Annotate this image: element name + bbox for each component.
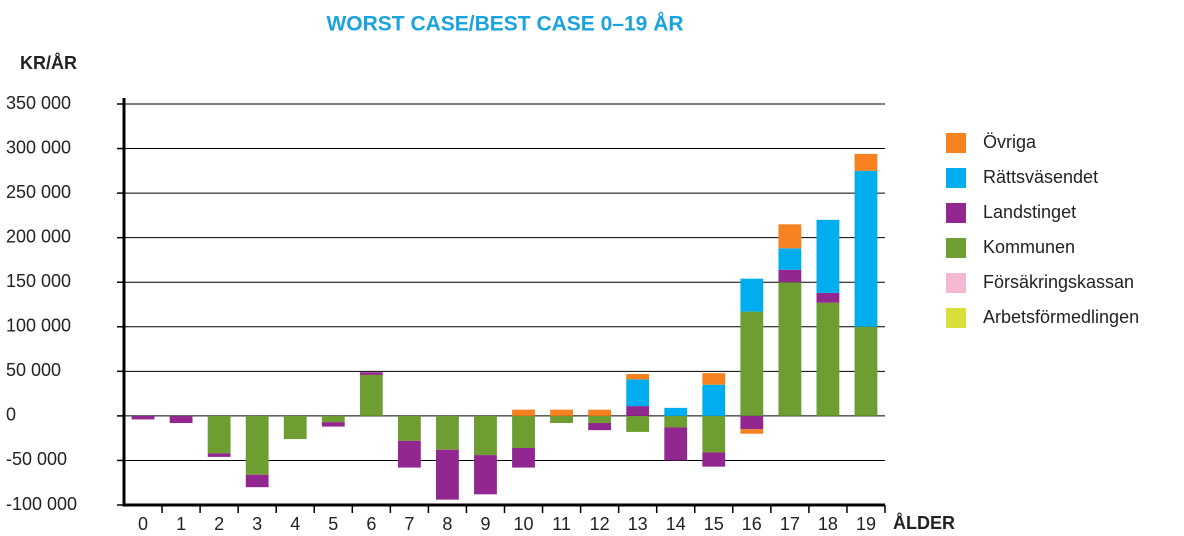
x-tick-label: 12	[590, 514, 610, 534]
bar-segment	[702, 415, 726, 453]
x-tick-label: 3	[252, 514, 262, 534]
bar-segment	[359, 372, 383, 375]
y-tick-label: 300 000	[6, 137, 71, 157]
x-tick-label: 2	[214, 514, 224, 534]
bar-segment	[207, 453, 231, 457]
x-axis-label: ÅLDER	[893, 513, 955, 533]
x-tick-label: 10	[514, 514, 534, 534]
x-tick-label: 6	[366, 514, 376, 534]
legend-swatch	[946, 133, 966, 153]
bar-segment	[397, 415, 421, 441]
bar-segment	[626, 406, 650, 416]
bar-segment	[816, 292, 840, 303]
bar-segment	[474, 415, 497, 456]
bar-segment	[740, 429, 764, 434]
legend-label: Kommunen	[983, 237, 1075, 257]
x-tick-label: 13	[628, 514, 648, 534]
y-tick-label: 250 000	[6, 182, 71, 202]
x-tick-label: 11	[552, 514, 571, 534]
bar-segment	[702, 452, 726, 467]
legend-label: Arbetsförmedlingen	[983, 307, 1139, 327]
y-tick-label: 200 000	[6, 226, 71, 246]
bar-segment	[778, 248, 802, 270]
y-tick-label: -100 000	[6, 494, 77, 514]
bar-segment	[626, 379, 650, 407]
x-tick-label: 15	[704, 514, 724, 534]
bar-segment	[740, 278, 764, 312]
bar-segment	[245, 415, 269, 475]
legend-label: Försäkringskassan	[983, 272, 1134, 292]
legend-label: Övriga	[983, 132, 1037, 152]
bar-segment	[245, 474, 269, 488]
bar-segment	[854, 170, 878, 327]
bar-segment	[283, 415, 307, 440]
x-tick-label: 14	[666, 514, 686, 534]
x-tick-label: 19	[856, 514, 876, 534]
bar-segment	[169, 415, 193, 424]
bar-segment	[664, 427, 688, 461]
bar-segment	[131, 415, 155, 420]
x-tick-label: 17	[780, 514, 800, 534]
bar-segment	[664, 415, 688, 428]
bar-segment	[397, 440, 421, 468]
bar-segment	[702, 384, 726, 416]
legend-swatch	[946, 238, 966, 258]
bar-segment	[321, 415, 345, 423]
bar-segment	[436, 449, 459, 500]
legend-swatch	[946, 308, 966, 328]
bar-segment	[664, 407, 688, 416]
bar-segment	[740, 415, 764, 430]
bar-segment	[854, 153, 878, 171]
bar-segment	[550, 415, 573, 424]
bar-segment	[740, 311, 764, 416]
y-tick-label: 50 000	[6, 360, 61, 380]
bar-segment	[778, 224, 802, 249]
y-tick-label: 350 000	[6, 93, 71, 113]
bar-segment	[474, 455, 497, 495]
y-tick-label: 0	[6, 405, 16, 425]
x-tick-label: 5	[328, 514, 338, 534]
bar-segment	[854, 326, 878, 416]
legend-swatch	[946, 203, 966, 223]
bar-segment	[512, 415, 535, 448]
bar-segment	[816, 302, 840, 416]
chart-title: WORST CASE/BEST CASE 0–19 ÅR	[326, 12, 683, 36]
y-tick-label: 100 000	[6, 316, 71, 336]
bar-segment	[359, 374, 383, 416]
x-tick-label: 18	[818, 514, 838, 534]
legend-swatch	[946, 273, 966, 293]
legend-label: Rättsväsendet	[983, 167, 1098, 187]
bar-segment	[512, 447, 535, 468]
bar-segment	[550, 409, 573, 416]
x-tick-label: 1	[176, 514, 186, 534]
y-tick-label: 150 000	[6, 271, 71, 291]
legend-swatch	[946, 168, 966, 188]
x-tick-label: 0	[138, 514, 148, 534]
bar-segment	[702, 373, 726, 385]
bar-segment	[588, 415, 612, 424]
bar-segment	[816, 219, 840, 293]
x-tick-label: 8	[442, 514, 452, 534]
bar-segment	[626, 415, 650, 432]
bar-segment	[588, 409, 612, 416]
x-tick-label: 9	[480, 514, 490, 534]
x-tick-label: 7	[404, 514, 414, 534]
bar-segment	[321, 422, 345, 427]
x-tick-label: 16	[742, 514, 762, 534]
legend-label: Landstinget	[983, 202, 1076, 222]
bar-segment	[778, 269, 802, 283]
bar-segment	[207, 415, 231, 454]
bar-segment	[626, 374, 650, 380]
y-tick-label: -50 000	[6, 449, 67, 469]
x-tick-label: 4	[290, 514, 300, 534]
y-axis-label: KR/ÅR	[20, 53, 77, 73]
bar-segment	[778, 282, 802, 416]
bar-segment	[512, 409, 535, 416]
bar-segment	[436, 415, 459, 450]
bar-segment	[588, 423, 612, 431]
